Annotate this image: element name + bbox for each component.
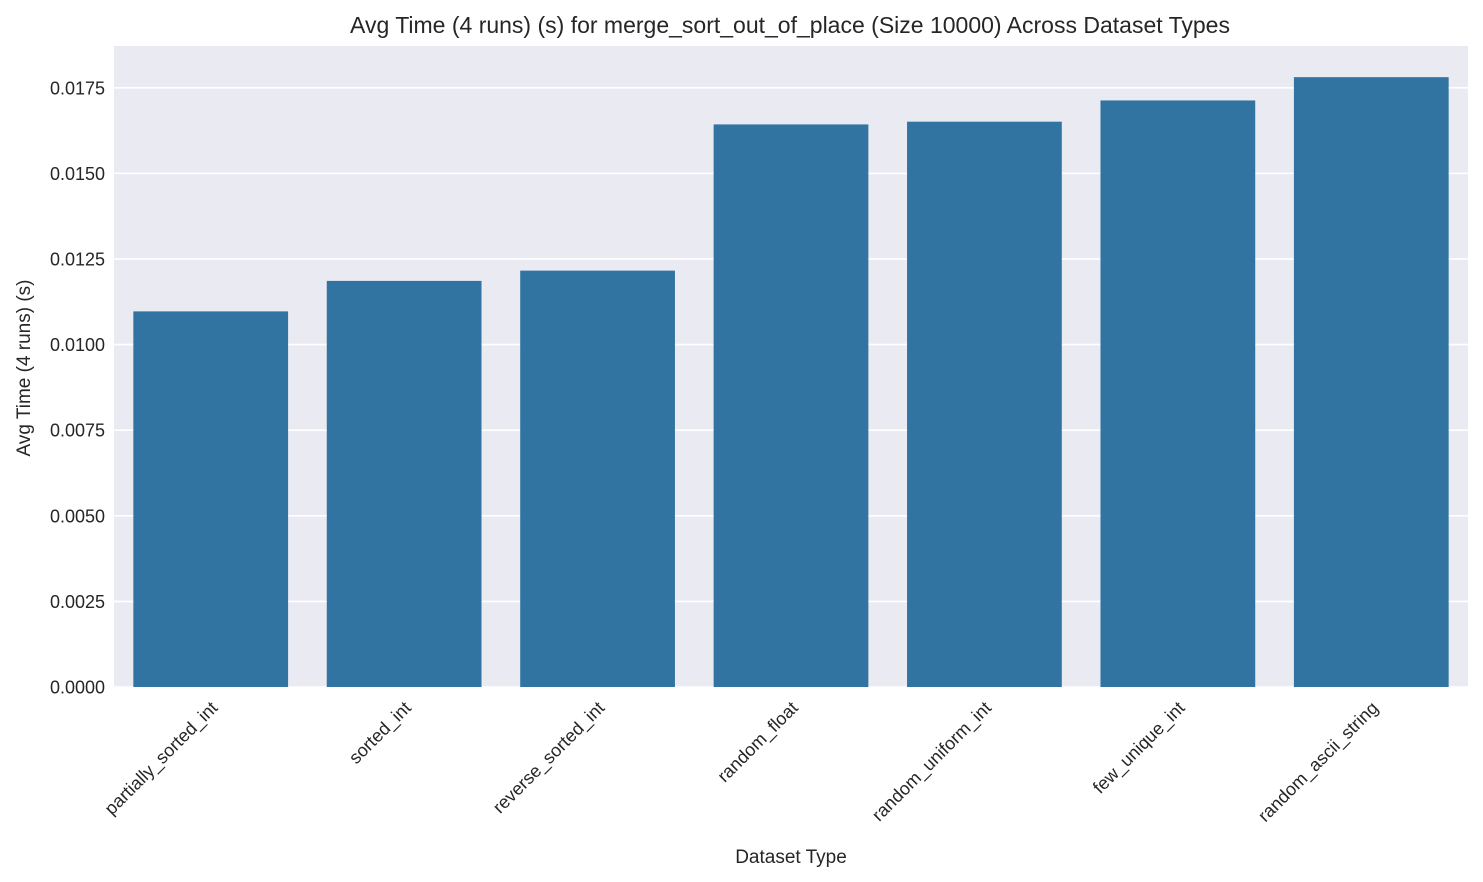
x-tick-label: few_unique_int bbox=[1089, 698, 1189, 798]
y-axis-label: Avg Time (4 runs) (s) bbox=[14, 279, 35, 456]
x-axis-label: Dataset Type bbox=[735, 847, 847, 868]
bar-random-float bbox=[713, 124, 869, 688]
bar-few-unique-int bbox=[1100, 100, 1256, 687]
x-tick-label: random_ascii_string bbox=[1254, 698, 1383, 827]
x-tick-label: random_float bbox=[713, 698, 802, 787]
y-tick-label: 0.0025 bbox=[50, 592, 105, 612]
bars bbox=[133, 77, 1449, 688]
y-tick-label: 0.0000 bbox=[50, 678, 105, 698]
y-tick-label: 0.0150 bbox=[50, 164, 105, 184]
x-tick-label: reverse_sorted_int bbox=[489, 698, 609, 818]
bar-partially-sorted-int bbox=[133, 311, 289, 687]
x-tick-labels: partially_sorted_int sorted_int reverse_so… bbox=[101, 698, 1383, 827]
chart-title: Avg Time (4 runs) (s) for merge_sort_out… bbox=[350, 12, 1230, 38]
y-tick-label: 0.0050 bbox=[50, 506, 105, 526]
y-tick-label: 0.0125 bbox=[50, 249, 105, 269]
y-tick-label: 0.0175 bbox=[50, 78, 105, 98]
x-tick-label: random_uniform_int bbox=[868, 698, 996, 826]
bar-random-uniform-int bbox=[907, 121, 1062, 688]
bar-sorted-int bbox=[326, 280, 482, 687]
x-tick-label: partially_sorted_int bbox=[101, 698, 223, 820]
bar-random-ascii-string bbox=[1293, 77, 1449, 687]
y-tick-label: 0.0100 bbox=[50, 335, 105, 355]
x-tick-label: sorted_int bbox=[345, 698, 416, 769]
y-tick-labels: 0.0000 0.0025 0.0050 0.0075 0.0100 0.0125 0.01… bbox=[50, 78, 105, 697]
y-tick-label: 0.0075 bbox=[50, 421, 105, 441]
bar-reverse-sorted-int bbox=[520, 270, 675, 687]
